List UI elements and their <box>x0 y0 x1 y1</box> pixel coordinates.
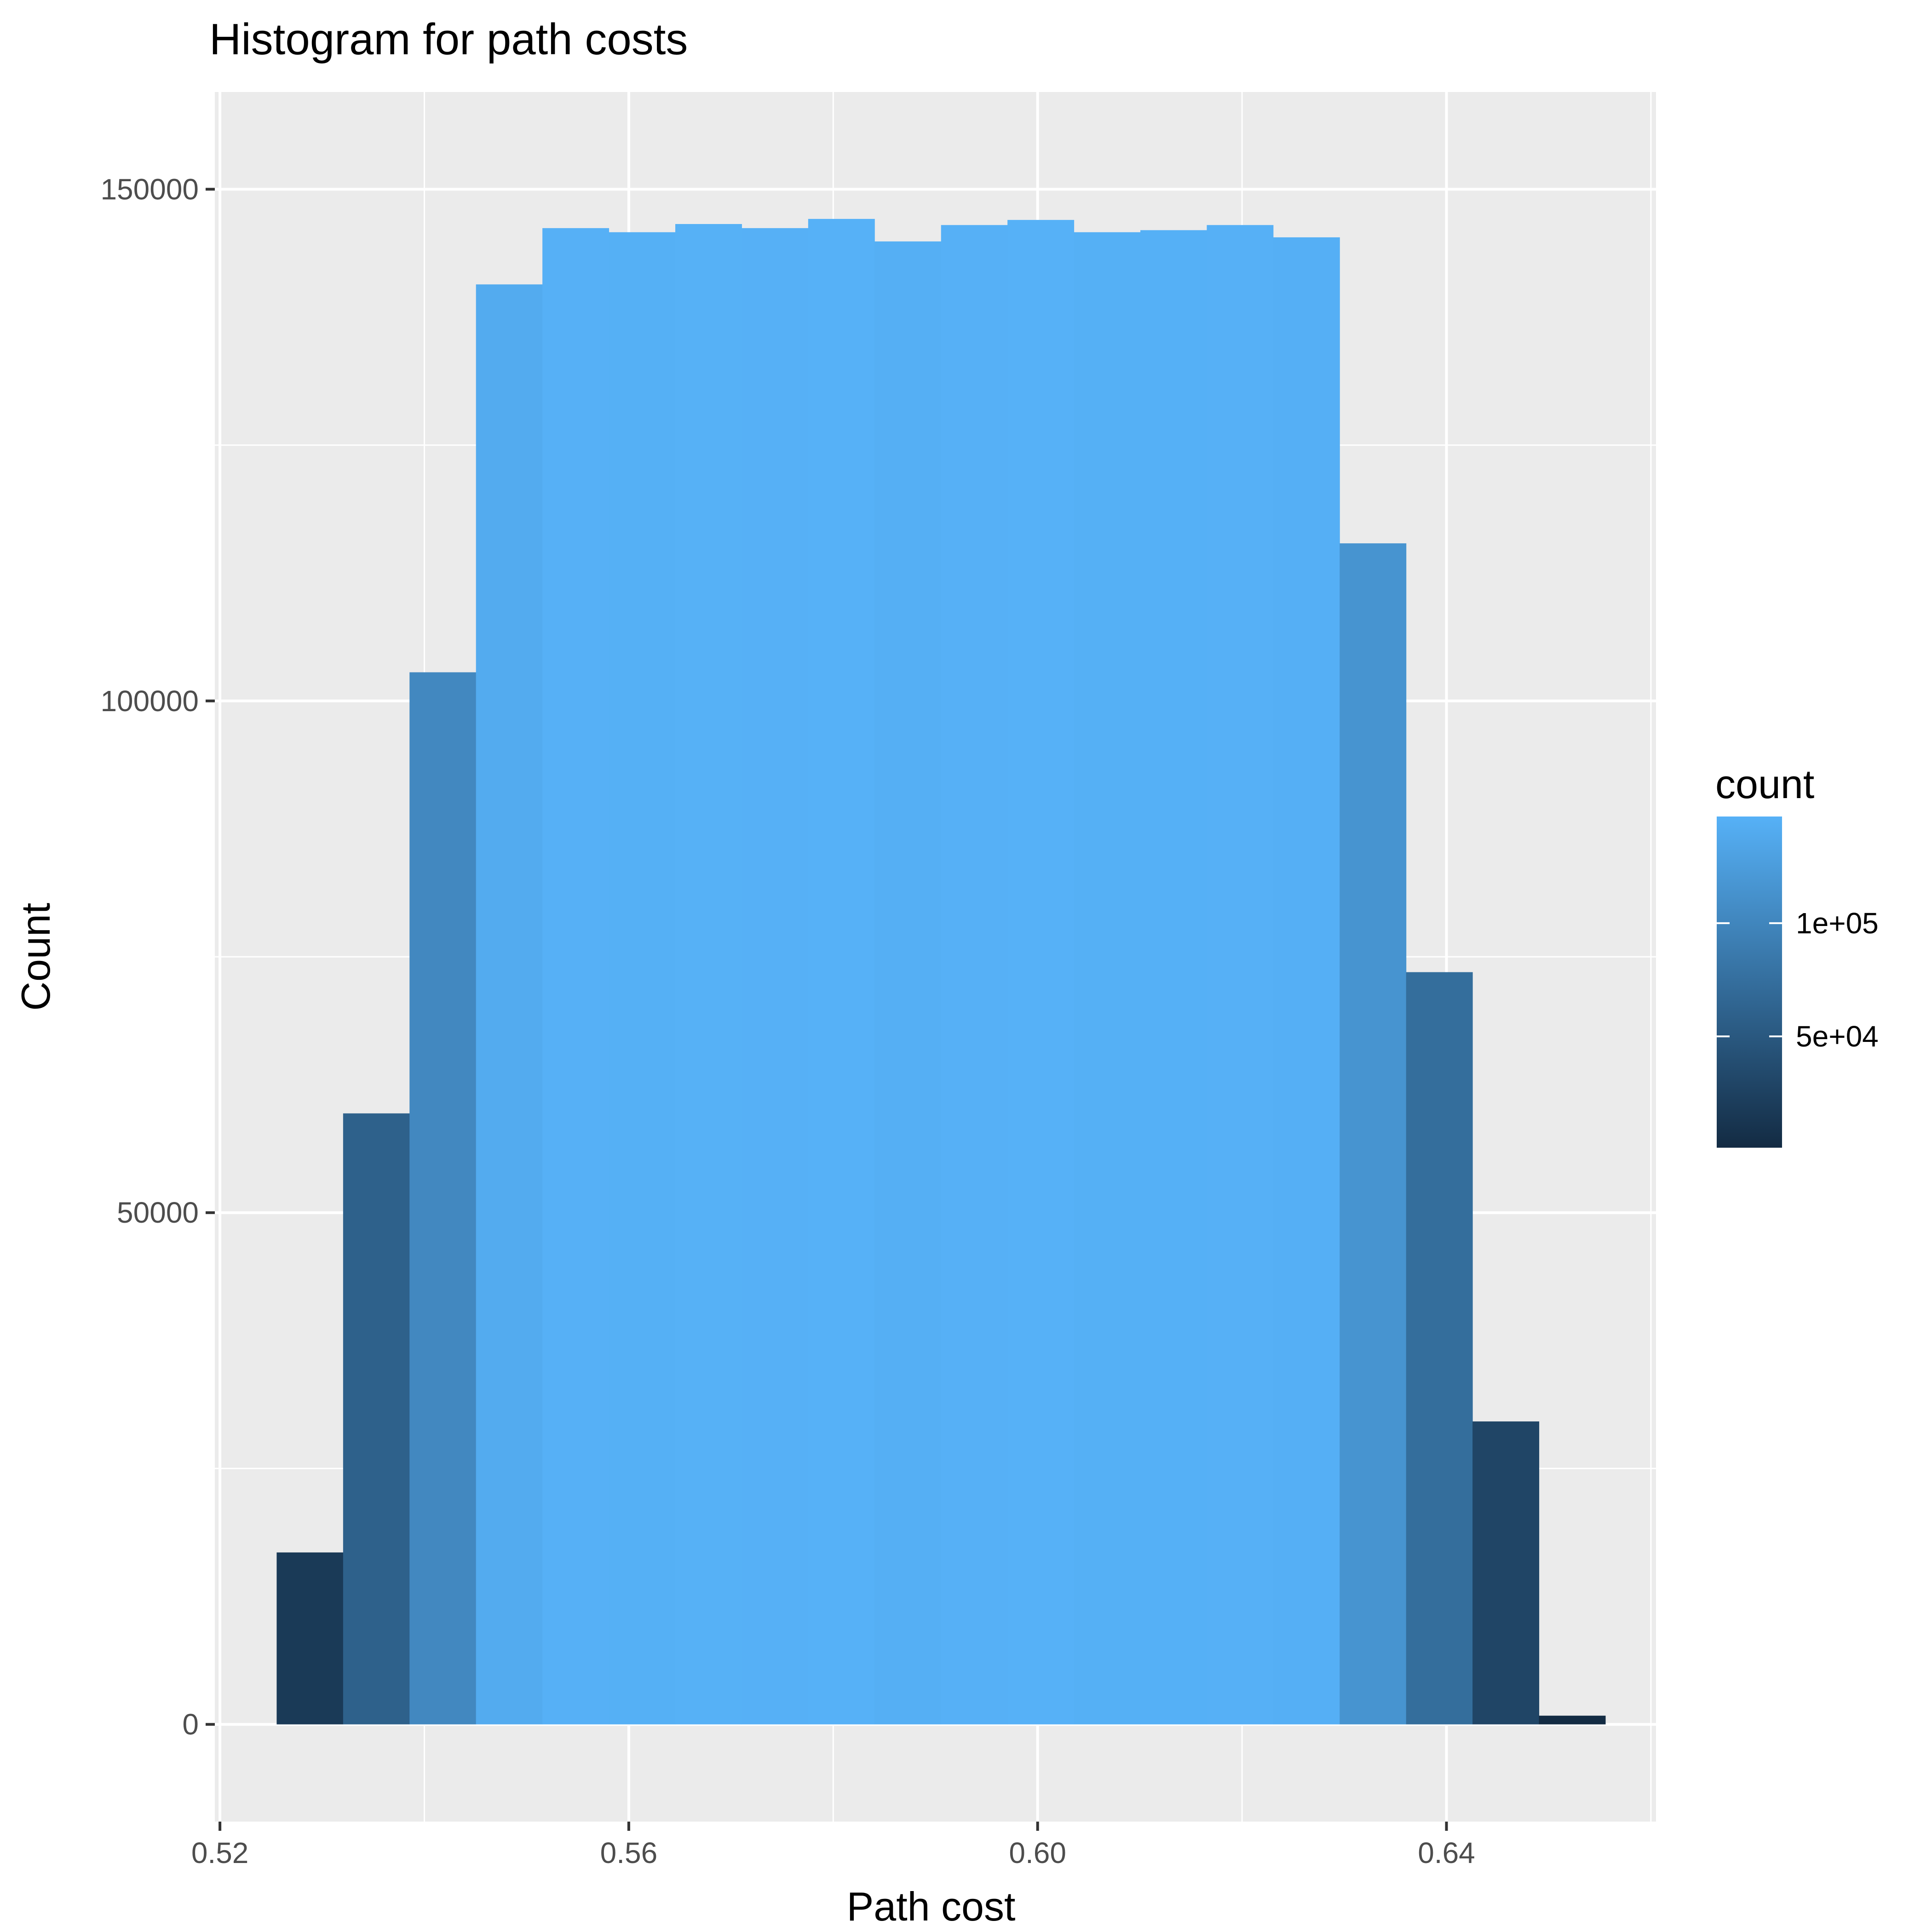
y-axis: 0 50000 100000 150000 <box>100 172 215 1741</box>
y-tick-label: 150000 <box>100 172 199 206</box>
histogram-bar <box>609 232 676 1725</box>
x-tick-label: 0.60 <box>1009 1836 1066 1869</box>
histogram-bar <box>1273 237 1340 1725</box>
histogram-bars <box>276 218 1606 1725</box>
histogram-bar <box>1007 220 1075 1725</box>
x-axis: 0.52 0.56 0.60 0.64 <box>191 1822 1475 1869</box>
histogram-bar <box>276 1552 344 1725</box>
histogram-bar <box>1406 972 1473 1725</box>
histogram-bar <box>1539 1715 1606 1725</box>
y-tick-label: 100000 <box>100 684 199 718</box>
x-axis-title: Path cost <box>847 1884 1016 1929</box>
y-tick-label: 0 <box>182 1708 199 1741</box>
legend-colorbar <box>1717 816 1782 1148</box>
histogram-bar <box>542 228 610 1725</box>
legend-label: 1e+05 <box>1796 907 1879 940</box>
x-tick-label: 0.52 <box>191 1836 249 1869</box>
histogram-bar <box>1207 225 1274 1725</box>
histogram-bar <box>409 672 477 1725</box>
histogram-bar <box>808 218 875 1725</box>
histogram-bar <box>1340 543 1407 1725</box>
legend-ticks: 5e+04 1e+05 <box>1717 907 1879 1053</box>
legend: count 5e+04 1e+05 <box>1715 761 1879 1148</box>
legend-label: 5e+04 <box>1796 1020 1879 1053</box>
histogram-bar <box>874 241 942 1725</box>
y-axis-title: Count <box>13 903 58 1011</box>
x-tick-label: 0.64 <box>1418 1836 1475 1869</box>
y-tick-label: 50000 <box>117 1196 199 1229</box>
histogram-bar <box>1074 232 1141 1725</box>
histogram-bar <box>1140 230 1207 1725</box>
chart-title: Histogram for path costs <box>209 15 688 64</box>
legend-title: count <box>1715 761 1814 807</box>
x-tick-label: 0.56 <box>600 1836 658 1869</box>
histogram-bar <box>476 284 543 1725</box>
histogram-bar <box>742 228 809 1725</box>
histogram-bar <box>343 1113 410 1725</box>
histogram-bar <box>1472 1421 1540 1725</box>
histogram-bar <box>675 224 742 1725</box>
histogram-bar <box>941 225 1008 1725</box>
